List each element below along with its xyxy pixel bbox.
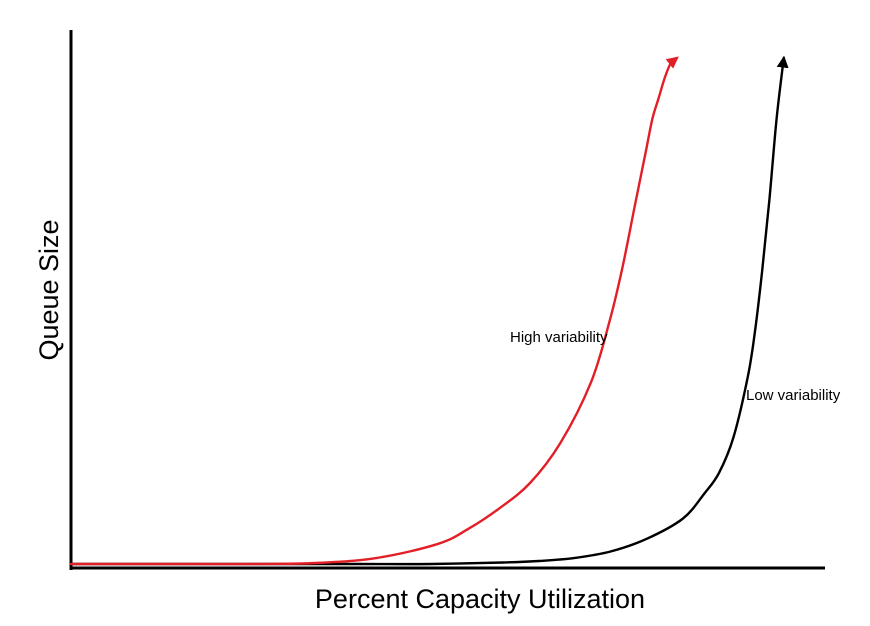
low-variability-label: Low variability	[746, 387, 841, 404]
high-variability-label: High variability	[510, 329, 608, 346]
high-variability-curve	[69, 56, 679, 566]
x-axis-title: Percent Capacity Utilization	[315, 584, 645, 614]
y-axis-title: Queue Size	[34, 219, 64, 360]
low-variability-curve	[69, 55, 789, 566]
